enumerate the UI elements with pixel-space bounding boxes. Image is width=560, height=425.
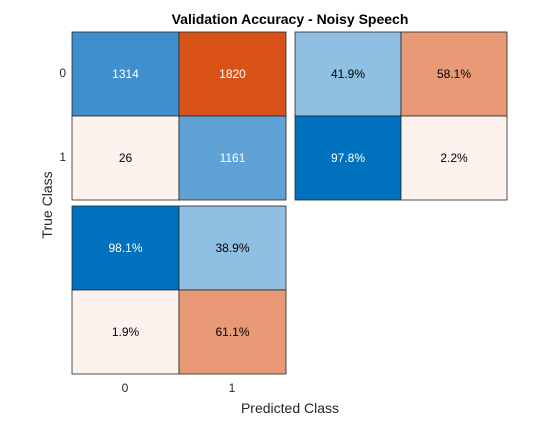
- cm-cell-label-1-1: 1161: [220, 151, 246, 165]
- rs-cell-1-1: [400, 115, 508, 201]
- cm-cell-label-0-1: 1820: [219, 67, 246, 81]
- row-summary-matrix: 41.9% 58.1% 97.8% 2.2%: [294, 31, 508, 201]
- rs-cell-label-0-1: 58.1%: [437, 67, 471, 81]
- cm-cell-0-1: [178, 31, 287, 117]
- rs-cell-0-0: [294, 31, 402, 117]
- column-summary-matrix: 98.1% 38.9% 1.9% 61.1%: [71, 205, 287, 375]
- y-axis-label: True Class: [39, 171, 55, 238]
- cs-cell-label-0-0: 98.1%: [108, 241, 142, 255]
- rs-cell-label-1-0: 97.8%: [331, 151, 365, 165]
- rs-cell-label-0-0: 41.9%: [331, 67, 365, 81]
- cm-cell-0-0: [71, 31, 180, 117]
- rs-cell-label-1-1: 2.2%: [440, 151, 468, 165]
- y-tick-label-1: 1: [59, 150, 66, 164]
- confusion-matrix: 1314 1820 26 1161: [71, 31, 287, 201]
- cs-cell-1-1: [178, 289, 287, 375]
- chart-title: Validation Accuracy - Noisy Speech: [172, 11, 409, 27]
- y-tick-label-0: 0: [59, 66, 66, 80]
- cm-cell-label-0-0: 1314: [112, 67, 139, 81]
- rs-cell-0-1: [400, 31, 508, 117]
- cs-cell-label-1-1: 61.1%: [215, 325, 249, 339]
- cs-cell-label-1-0: 1.9%: [112, 325, 140, 339]
- x-tick-label-1: 1: [229, 381, 236, 395]
- cm-cell-label-1-0: 26: [119, 151, 133, 165]
- x-tick-label-0: 0: [122, 381, 129, 395]
- rs-cell-1-0: [294, 115, 402, 201]
- cm-cell-1-0: [71, 115, 180, 201]
- x-axis-label: Predicted Class: [241, 400, 339, 416]
- cs-cell-label-0-1: 38.9%: [215, 241, 249, 255]
- cm-cell-1-1: [178, 115, 287, 201]
- cs-cell-0-1: [178, 205, 287, 291]
